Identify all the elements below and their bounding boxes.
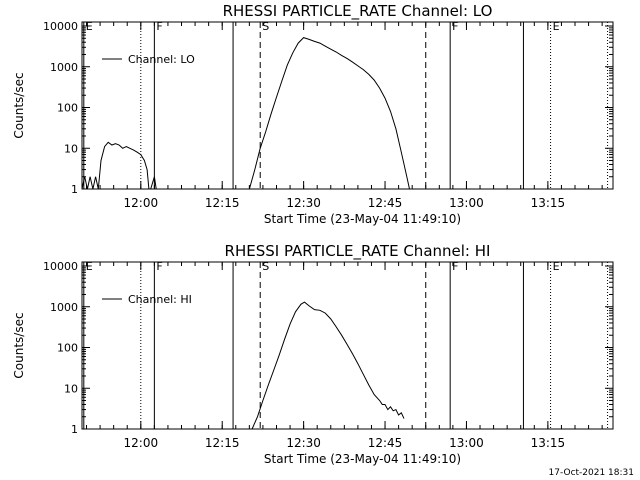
event-marker-label: E bbox=[553, 260, 560, 273]
x-tick-label: 12:45 bbox=[368, 436, 403, 450]
legend-entry: Channel: HI bbox=[128, 293, 192, 306]
y-tick-label: 100 bbox=[57, 102, 78, 115]
y-tick-label: 1 bbox=[71, 183, 78, 196]
x-tick-label: 12:00 bbox=[124, 196, 159, 210]
series-line bbox=[81, 37, 410, 190]
x-axis-label: Start Time (23-May-04 11:49:10) bbox=[264, 212, 461, 226]
panel-1: RHESSI PARTICLE_RATE Channel: LO Counts/s… bbox=[12, 2, 614, 226]
x-tick-label: 12:15 bbox=[205, 436, 240, 450]
panel-2: RHESSI PARTICLE_RATE Channel: HI Counts/s… bbox=[12, 242, 614, 466]
y-axis-label: Counts/sec bbox=[12, 312, 26, 378]
x-tick-label: 13:00 bbox=[449, 196, 484, 210]
plot-frame bbox=[81, 21, 614, 190]
y-tick-label: 100 bbox=[57, 342, 78, 355]
series-line bbox=[251, 301, 405, 430]
event-marker-label: S bbox=[262, 20, 269, 33]
y-tick-label: 1000 bbox=[50, 301, 78, 314]
footer-timestamp: 17-Oct-2021 18:31 bbox=[548, 468, 634, 478]
event-marker-label: E bbox=[86, 260, 93, 273]
x-tick-label: 12:45 bbox=[368, 196, 403, 210]
y-tick-label: 10 bbox=[64, 142, 78, 155]
y-tick-label: 1000 bbox=[50, 61, 78, 74]
x-tick-label: 13:00 bbox=[449, 436, 484, 450]
plot-frame bbox=[81, 261, 614, 430]
x-tick-label: 12:00 bbox=[124, 436, 159, 450]
legend-entry: Channel: LO bbox=[128, 53, 195, 66]
chart-title: RHESSI PARTICLE_RATE Channel: LO bbox=[223, 2, 493, 21]
x-tick-label: 12:30 bbox=[286, 436, 321, 450]
event-marker-label: F bbox=[156, 260, 162, 273]
y-tick-label: 1 bbox=[71, 423, 78, 436]
x-tick-label: 12:30 bbox=[286, 196, 321, 210]
event-marker-label: F bbox=[156, 20, 162, 33]
x-tick-label: 12:15 bbox=[205, 196, 240, 210]
y-axis-label: Counts/sec bbox=[12, 72, 26, 138]
event-marker-label: F bbox=[452, 20, 458, 33]
event-marker-label: E bbox=[553, 20, 560, 33]
y-tick-label: 10000 bbox=[43, 260, 78, 273]
chart-title: RHESSI PARTICLE_RATE Channel: HI bbox=[225, 242, 491, 261]
event-marker-label: E bbox=[86, 20, 93, 33]
x-tick-label: 13:15 bbox=[531, 436, 566, 450]
event-marker-label: S bbox=[262, 260, 269, 273]
event-marker-label: F bbox=[452, 260, 458, 273]
y-tick-label: 10 bbox=[64, 382, 78, 395]
y-tick-label: 10000 bbox=[43, 20, 78, 33]
x-tick-label: 13:15 bbox=[531, 196, 566, 210]
x-axis-label: Start Time (23-May-04 11:49:10) bbox=[264, 452, 461, 466]
